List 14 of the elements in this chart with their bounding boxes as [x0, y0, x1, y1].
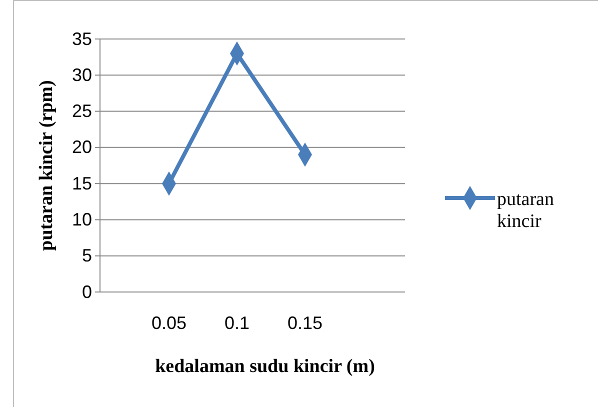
y-tick-label: 25 [72, 101, 92, 122]
y-tick-label: 20 [72, 137, 92, 158]
y-tick-label: 35 [72, 28, 92, 49]
y-tick-label: 15 [72, 173, 92, 194]
legend-label: putaran kincir [497, 189, 554, 232]
x-tick-label: 0.05 [151, 313, 187, 334]
y-tick-label: 0 [82, 282, 92, 302]
y-tick-label: 5 [82, 246, 92, 266]
x-tick-label: 0.15 [287, 313, 323, 334]
x-axis-title: kedalaman sudu kincir (m) [155, 356, 375, 377]
y-tick-label: 30 [72, 64, 92, 85]
y-axis-title: putaran kincir (rpm) [36, 80, 57, 251]
x-tick-label: 0.1 [224, 313, 250, 334]
y-tick-label: 10 [72, 209, 92, 230]
